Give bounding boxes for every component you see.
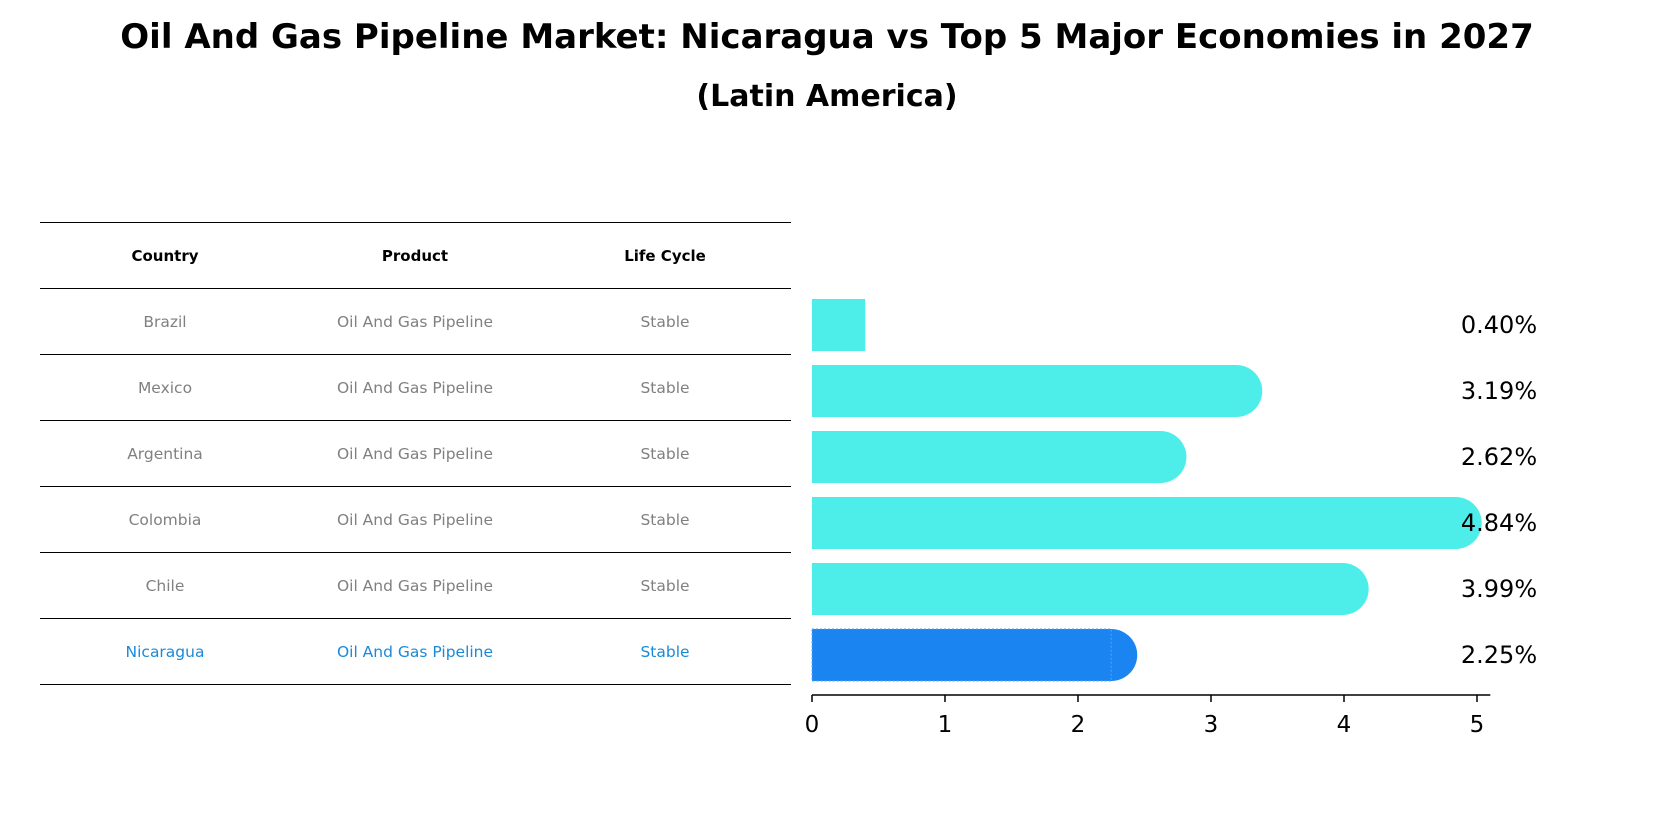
table-header-row: Country Product Life Cycle (40, 222, 791, 289)
country-cell: Brazil (143, 312, 187, 331)
country-cell: Chile (145, 576, 185, 595)
bar-mexico (812, 365, 1263, 417)
country-cell: Nicaragua (125, 642, 205, 661)
product-cell: Oil And Gas Pipeline (336, 510, 494, 529)
life-cycle-cell: Stable (640, 576, 690, 595)
table-row-highlighted: Nicaragua Oil And Gas Pipeline Stable (40, 619, 791, 685)
table-row: Mexico Oil And Gas Pipeline Stable (40, 355, 791, 421)
bar-cap (1210, 365, 1263, 417)
chart-title: Oil And Gas Pipeline Market: Nicaragua v… (120, 17, 1534, 57)
bar-body (812, 365, 1237, 417)
bar-chart: 0.40% 3.19% 2.62% 4.84% 3.99% 2.25% 0 1 2 3 4 5 (805, 299, 1537, 738)
x-tick-label: 0 (805, 712, 820, 738)
chart-subtitle: (Latin America) (696, 79, 958, 114)
product-cell: Oil And Gas Pipeline (336, 576, 494, 595)
bar-cap (1316, 563, 1369, 615)
table-row: Chile Oil And Gas Pipeline Stable (40, 553, 791, 619)
value-label-mexico: 3.19% (1461, 377, 1537, 405)
product-cell: Oil And Gas Pipeline (336, 642, 494, 661)
product-cell: Oil And Gas Pipeline (336, 312, 494, 331)
product-cell: Oil And Gas Pipeline (336, 444, 494, 463)
life-cycle-cell: Stable (640, 378, 690, 397)
header-life-cycle: Life Cycle (624, 246, 706, 265)
bar-argentina (812, 431, 1187, 483)
country-cell: Mexico (137, 378, 193, 397)
country-cell: Colombia (128, 510, 202, 529)
bar-outline (811, 628, 1112, 682)
x-tick-label: 4 (1337, 712, 1352, 738)
bar-body (812, 563, 1343, 615)
life-cycle-cell: Stable (640, 312, 690, 331)
bar-body (812, 629, 1112, 681)
table-row: Colombia Oil And Gas Pipeline Stable (40, 487, 791, 553)
bar-body (812, 497, 1456, 549)
bar-brazil (812, 299, 866, 351)
header-country: Country (131, 246, 199, 265)
bar-cap (1429, 497, 1482, 549)
life-cycle-cell: Stable (640, 510, 690, 529)
value-label-argentina: 2.62% (1461, 443, 1537, 471)
country-cell: Argentina (127, 444, 203, 463)
x-tick-label: 1 (938, 712, 953, 738)
bar-chile (812, 563, 1369, 615)
table-row: Brazil Oil And Gas Pipeline Stable (40, 289, 791, 355)
bar-cap (1134, 431, 1187, 483)
x-tick-label: 2 (1071, 712, 1086, 738)
value-label-nicaragua: 2.25% (1461, 641, 1537, 669)
product-cell: Oil And Gas Pipeline (336, 378, 494, 397)
x-tick-label: 3 (1204, 712, 1219, 738)
bar-nicaragua (811, 628, 1138, 682)
bar-colombia (812, 497, 1482, 549)
data-table: Country Product Life Cycle Brazil Oil An… (40, 222, 791, 685)
value-label-colombia: 4.84% (1461, 509, 1537, 537)
life-cycle-cell: Stable (640, 642, 690, 661)
x-tick-label: 5 (1470, 712, 1485, 738)
bar-body (812, 431, 1161, 483)
table-row: Argentina Oil And Gas Pipeline Stable (40, 421, 791, 487)
life-cycle-cell: Stable (640, 444, 690, 463)
value-label-brazil: 0.40% (1461, 311, 1537, 339)
header-product: Product (381, 246, 449, 265)
value-label-chile: 3.99% (1461, 575, 1537, 603)
